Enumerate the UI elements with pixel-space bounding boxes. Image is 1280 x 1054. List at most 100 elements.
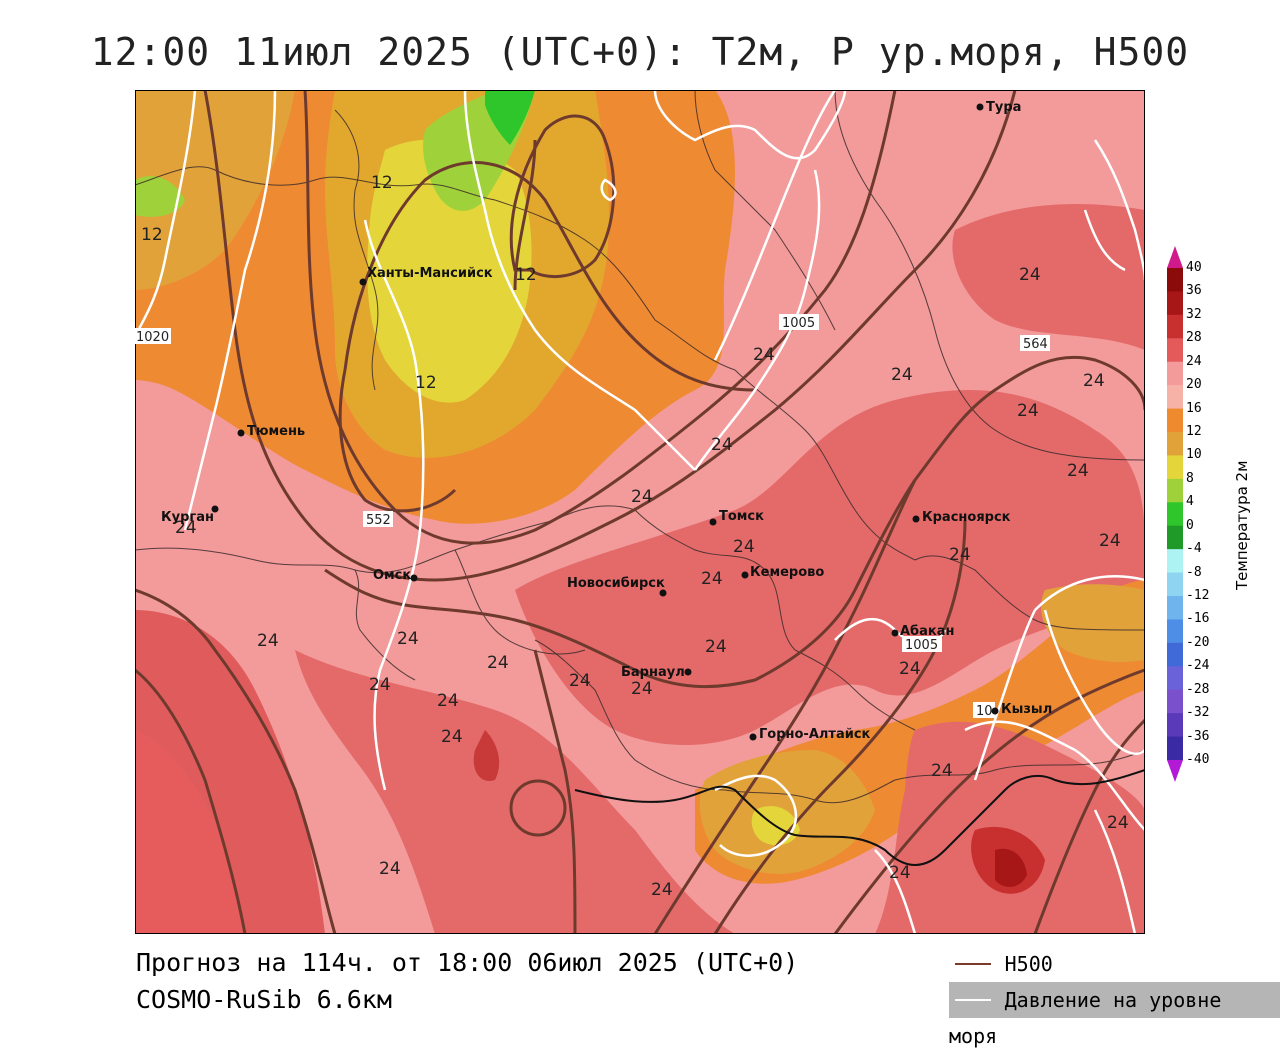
h500-key-line	[955, 963, 991, 965]
h500-value: 552	[366, 513, 391, 528]
city-abakan: Абакан	[891, 624, 955, 639]
city-kurgan: Курган	[161, 505, 219, 525]
temperature-label: 24	[441, 727, 463, 747]
pressure-isobars	[135, 90, 1145, 934]
pressure-value: 10	[976, 704, 993, 719]
country-border	[574, 769, 1145, 866]
pressure-key: Давление на уровне моря	[949, 982, 1280, 1048]
legend-color-step	[1167, 596, 1183, 620]
legend-tick-label: -12	[1186, 588, 1210, 603]
legend-color-step	[1167, 713, 1183, 738]
temperature-label: 24	[397, 629, 419, 649]
map-title: 12:00 11июл 2025 (UTC+0): T2м, P ур.моря…	[90, 30, 1190, 74]
city-novosibirsk: Новосибирск	[567, 576, 667, 597]
legend-color-step	[1167, 408, 1183, 433]
legend-tick-label: -32	[1186, 705, 1210, 721]
weather-map: 12 12 12 12 24 24 24 24 24 24 24 24 24 2…	[135, 90, 1145, 934]
legend-tick-label: 8	[1186, 470, 1194, 486]
temperature-label: 24	[891, 365, 913, 385]
temperature-label: 24	[257, 631, 279, 651]
temperature-label: 24	[705, 637, 727, 657]
h500-contours	[135, 90, 1145, 934]
temperature-label: 24	[733, 537, 755, 557]
temperature-label: 24	[1083, 371, 1105, 391]
legend-tick-label: 12	[1186, 424, 1202, 439]
temperature-label: 24	[175, 518, 197, 538]
temperature-label: 24	[949, 545, 971, 565]
svg-text:Курган: Курган	[161, 510, 214, 525]
legend-color-step	[1167, 338, 1183, 363]
temperature-label: 24	[369, 675, 391, 695]
legend-tick-label: 10	[1186, 447, 1202, 463]
pressure-key-label: Давление на уровне моря	[949, 988, 1222, 1048]
temperature-label: 24	[487, 653, 509, 673]
cities: Тура Ханты-Мансийск Тюмень Курган Омск Т…	[161, 100, 1052, 742]
forecast-info: Прогноз на 114ч. от 18:00 06июл 2025 (UT…	[136, 948, 799, 977]
legend-tick-label: -36	[1186, 728, 1210, 744]
legend-color-step	[1167, 736, 1183, 761]
temperature-label: 24	[753, 345, 775, 365]
city-khanty-mansiysk: Ханты-Мансийск	[359, 266, 493, 286]
legend-tick-label: 32	[1186, 306, 1202, 322]
legend-color-step	[1167, 268, 1183, 292]
temperature-zone-28-central	[515, 390, 1145, 745]
legend-color-step	[1167, 619, 1183, 644]
svg-text:Абакан: Абакан	[900, 624, 955, 639]
pressure-value: 1005	[782, 316, 815, 331]
temperature-zone-16-far-northwest	[135, 176, 185, 217]
temperature-label: 24	[631, 679, 653, 699]
city-tyumen: Тюмень	[237, 424, 305, 439]
model-info: COSMO-RuSib 6.6км	[136, 985, 392, 1014]
city-tura: Тура	[976, 100, 1021, 115]
legend-color-step	[1167, 525, 1183, 550]
legend-tick-label: 28	[1186, 330, 1202, 346]
city-tomsk: Томск	[709, 509, 764, 526]
legend-color-step	[1167, 666, 1183, 691]
temperature-label: 12	[371, 173, 393, 193]
legend-arrow-top	[1167, 246, 1183, 268]
svg-text:Кызыл: Кызыл	[1001, 702, 1052, 717]
svg-text:Томск: Томск	[719, 509, 764, 524]
temperature-label: 24	[437, 691, 459, 711]
city-kyzyl: Кызыл	[991, 702, 1052, 717]
temperature-label: 24	[889, 863, 911, 883]
temperature-label: 24	[1099, 531, 1121, 551]
city-kemerovo: Кемерово	[741, 565, 824, 580]
temperature-zone-28-west-inner	[135, 730, 245, 934]
legend-color-step	[1167, 572, 1183, 597]
svg-text:Омск: Омск	[373, 568, 411, 583]
legend-tick-label: -20	[1186, 634, 1210, 650]
temperature-label: 24	[1017, 401, 1039, 421]
temperature-label: 24	[651, 880, 673, 900]
temperature-label: 24	[701, 569, 723, 589]
legend-color-step	[1167, 385, 1183, 410]
legend-color-step	[1167, 478, 1183, 503]
pressure-value: 1005	[905, 638, 938, 653]
legend-color-step	[1167, 549, 1183, 574]
legend-color-step	[1167, 314, 1183, 339]
temperature-label: 12	[415, 373, 437, 393]
city-gorno-altaysk: Горно-Алтайск	[749, 727, 871, 742]
temperature-label: 12	[141, 225, 163, 245]
legend-color-step	[1167, 291, 1183, 316]
temperature-zone-4	[485, 90, 535, 145]
temperature-label: 24	[1107, 813, 1129, 833]
temperature-label: 24	[1019, 265, 1041, 285]
temperature-legend-bar	[1167, 246, 1183, 782]
legend-tick-label: 20	[1186, 377, 1202, 393]
legend-tick-label: 0	[1186, 517, 1194, 533]
pressure-value: 1020	[136, 330, 169, 345]
svg-text:Тюмень: Тюмень	[247, 424, 305, 439]
svg-text:Кемерово: Кемерово	[750, 565, 824, 580]
svg-text:Ханты-Мансийск: Ханты-Мансийск	[367, 266, 493, 281]
legend-tick-label: -24	[1186, 658, 1210, 674]
temperature-label: 24	[1067, 461, 1089, 481]
legend-arrow-bottom	[1167, 760, 1183, 782]
legend-color-step	[1167, 502, 1183, 527]
temperature-zone-16-northwest	[135, 90, 295, 290]
legend-tick-label: -28	[1186, 681, 1210, 697]
temperature-zone-32-hotspot	[473, 730, 500, 781]
legend-tick-label: -40	[1186, 752, 1210, 767]
temperature-label: 24	[379, 859, 401, 879]
legend-color-step	[1167, 689, 1183, 714]
